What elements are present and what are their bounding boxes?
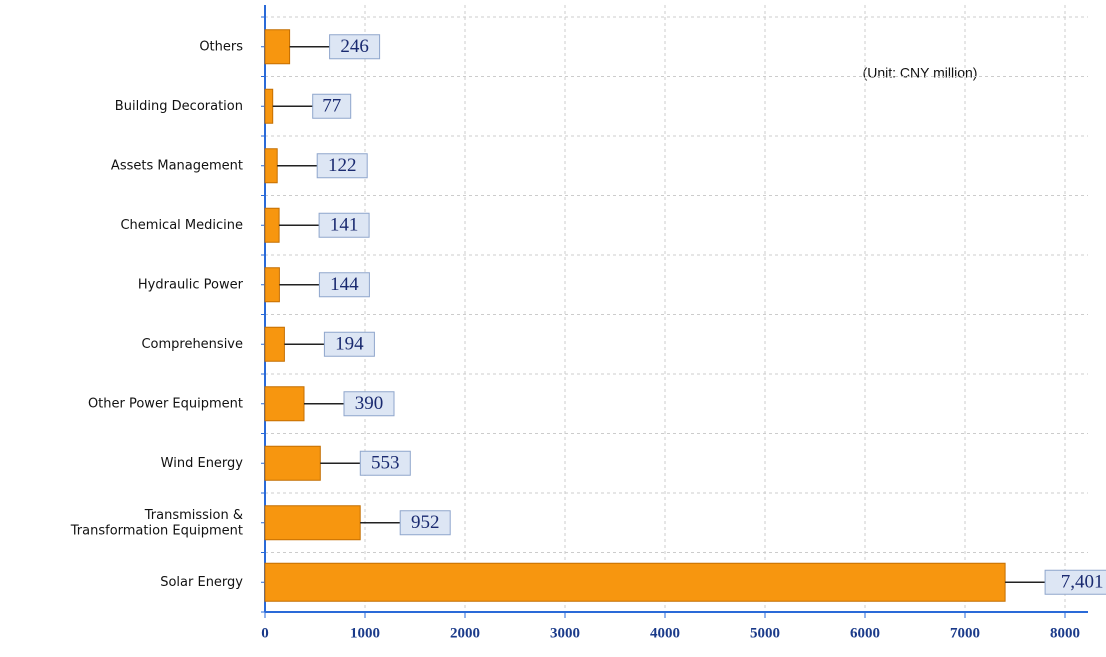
value-label-box <box>1044 569 1106 595</box>
value-label-box <box>343 391 395 417</box>
value-label: 194 <box>335 334 364 355</box>
y-tick-label: Assets Management <box>111 158 243 173</box>
value-label: 553 <box>371 453 400 474</box>
bar <box>264 148 278 184</box>
value-label: 390 <box>355 393 384 414</box>
value-label-box <box>312 93 352 119</box>
value-label: 144 <box>330 274 359 295</box>
y-tick-label: Chemical Medicine <box>120 218 243 233</box>
y-tick-label: Building Decoration <box>115 99 243 114</box>
bar <box>264 326 285 362</box>
value-label-box <box>399 510 451 536</box>
y-tick-label: Other Power Equipment <box>88 396 243 411</box>
bar <box>264 505 361 541</box>
y-tick-label: Transmission & Transformation Equipment <box>70 507 243 538</box>
value-label: 7,401 <box>1061 572 1104 593</box>
x-tick-label: 5000 <box>750 625 780 641</box>
value-label: 141 <box>330 215 359 236</box>
value-label: 122 <box>328 155 357 176</box>
bar <box>264 88 274 124</box>
bar <box>264 445 321 481</box>
y-tick-label: Hydraulic Power <box>138 277 244 292</box>
value-label-box <box>359 450 411 476</box>
x-tick-label: 3000 <box>550 625 580 641</box>
value-label: 77 <box>322 96 341 117</box>
x-tick-label: 2000 <box>450 625 480 641</box>
value-label-box <box>329 34 381 60</box>
y-tick-label: Comprehensive <box>141 337 243 352</box>
annotation: (Unit: CNY million) <box>863 65 978 81</box>
value-label-box <box>318 272 370 298</box>
x-tick-label: 7000 <box>950 625 980 641</box>
value-label: 246 <box>340 36 369 57</box>
x-tick-label: 8000 <box>1050 625 1080 641</box>
x-tick-label: 1000 <box>350 625 380 641</box>
value-label-box <box>316 153 368 179</box>
x-tick-label: 0 <box>261 625 269 641</box>
bar <box>264 267 280 303</box>
y-tick-label: Others <box>199 39 243 54</box>
y-tick-label: Wind Energy <box>161 456 244 471</box>
value-label-box <box>318 212 370 238</box>
value-label-box <box>323 331 375 357</box>
y-tick-label: Solar Energy <box>160 575 243 590</box>
value-label: 952 <box>411 512 440 533</box>
x-tick-label: 6000 <box>850 625 880 641</box>
bar <box>264 562 1006 602</box>
x-tick-label: 4000 <box>650 625 680 641</box>
bar <box>264 386 305 422</box>
bar <box>264 29 291 65</box>
bar <box>264 207 280 243</box>
